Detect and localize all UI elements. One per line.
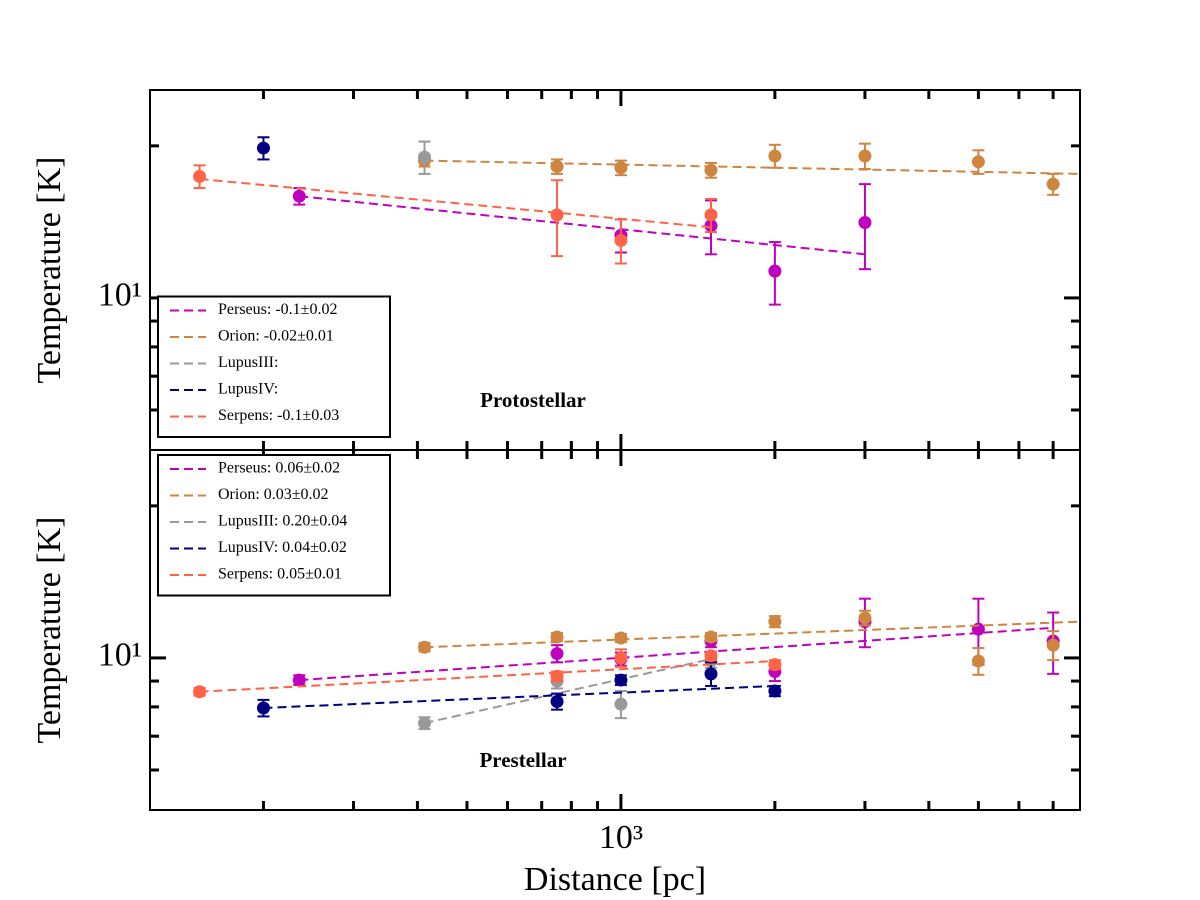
x-tick-label: 10³ — [599, 819, 643, 856]
plot-frame — [149, 449, 1081, 811]
x-axis-label: Distance [pc] — [524, 861, 706, 898]
legend-box — [157, 454, 391, 597]
y-axis-label: Temperature [K] — [31, 517, 68, 744]
data-point — [704, 208, 718, 222]
data-point — [614, 631, 628, 645]
data-point — [418, 150, 432, 164]
legend-label: Serpens: 0.05±0.01 — [218, 566, 342, 583]
data-point — [550, 669, 564, 683]
data-point — [858, 216, 872, 230]
data-point — [256, 141, 270, 155]
data-point — [193, 685, 207, 699]
data-point — [1046, 177, 1060, 191]
fit-line — [199, 177, 712, 229]
data-point — [971, 155, 985, 169]
data-point — [550, 694, 564, 708]
data-point — [768, 615, 782, 629]
data-point — [614, 233, 628, 247]
fit-line — [424, 620, 1081, 649]
data-point — [704, 163, 718, 177]
fit-line — [263, 684, 775, 709]
legend-label: Perseus: 0.06±0.02 — [218, 460, 340, 477]
legend-label: Perseus: -0.1±0.02 — [218, 301, 337, 318]
legend-label: LupusIII: 0.20±0.04 — [218, 513, 347, 530]
data-point — [704, 667, 718, 681]
fit-line — [424, 159, 1081, 175]
data-point — [256, 701, 270, 715]
legend-box — [157, 295, 391, 438]
data-point — [704, 630, 718, 644]
fit-line — [299, 195, 866, 256]
data-point — [768, 149, 782, 163]
data-point — [614, 673, 628, 687]
data-point — [858, 149, 872, 163]
data-point — [614, 651, 628, 665]
data-point — [550, 630, 564, 644]
data-point — [768, 658, 782, 672]
annotation: Protostellar — [480, 388, 586, 412]
data-point — [704, 649, 718, 663]
data-point — [550, 160, 564, 174]
data-point — [614, 697, 628, 711]
data-point — [292, 673, 306, 687]
data-point — [858, 611, 872, 625]
data-point — [292, 189, 306, 203]
data-point — [768, 264, 782, 278]
data-point — [971, 654, 985, 668]
fit-line — [299, 626, 1054, 682]
data-point — [193, 169, 207, 183]
fit-line — [424, 658, 712, 725]
legend-label: LupusIV: — [218, 381, 278, 398]
fit-line — [199, 660, 775, 693]
legend-label: LupusIII: — [218, 354, 278, 371]
annotation: Prestellar — [479, 748, 566, 772]
data-point — [550, 647, 564, 661]
data-point — [1046, 638, 1060, 652]
y-tick-label: 10¹ — [98, 277, 142, 314]
y-axis-label: Temperature [K] — [31, 157, 68, 384]
legend-label: Serpens: -0.1±0.03 — [218, 407, 339, 424]
legend-label: Orion: -0.02±0.01 — [218, 328, 334, 345]
legend-label: LupusIV: 0.04±0.02 — [218, 539, 347, 556]
data-point — [768, 684, 782, 698]
data-point — [418, 716, 432, 730]
data-point — [550, 208, 564, 222]
data-point — [614, 161, 628, 175]
legend-label: Orion: 0.03±0.02 — [218, 486, 329, 503]
y-tick-label: 10¹ — [98, 637, 142, 674]
data-point — [418, 640, 432, 654]
